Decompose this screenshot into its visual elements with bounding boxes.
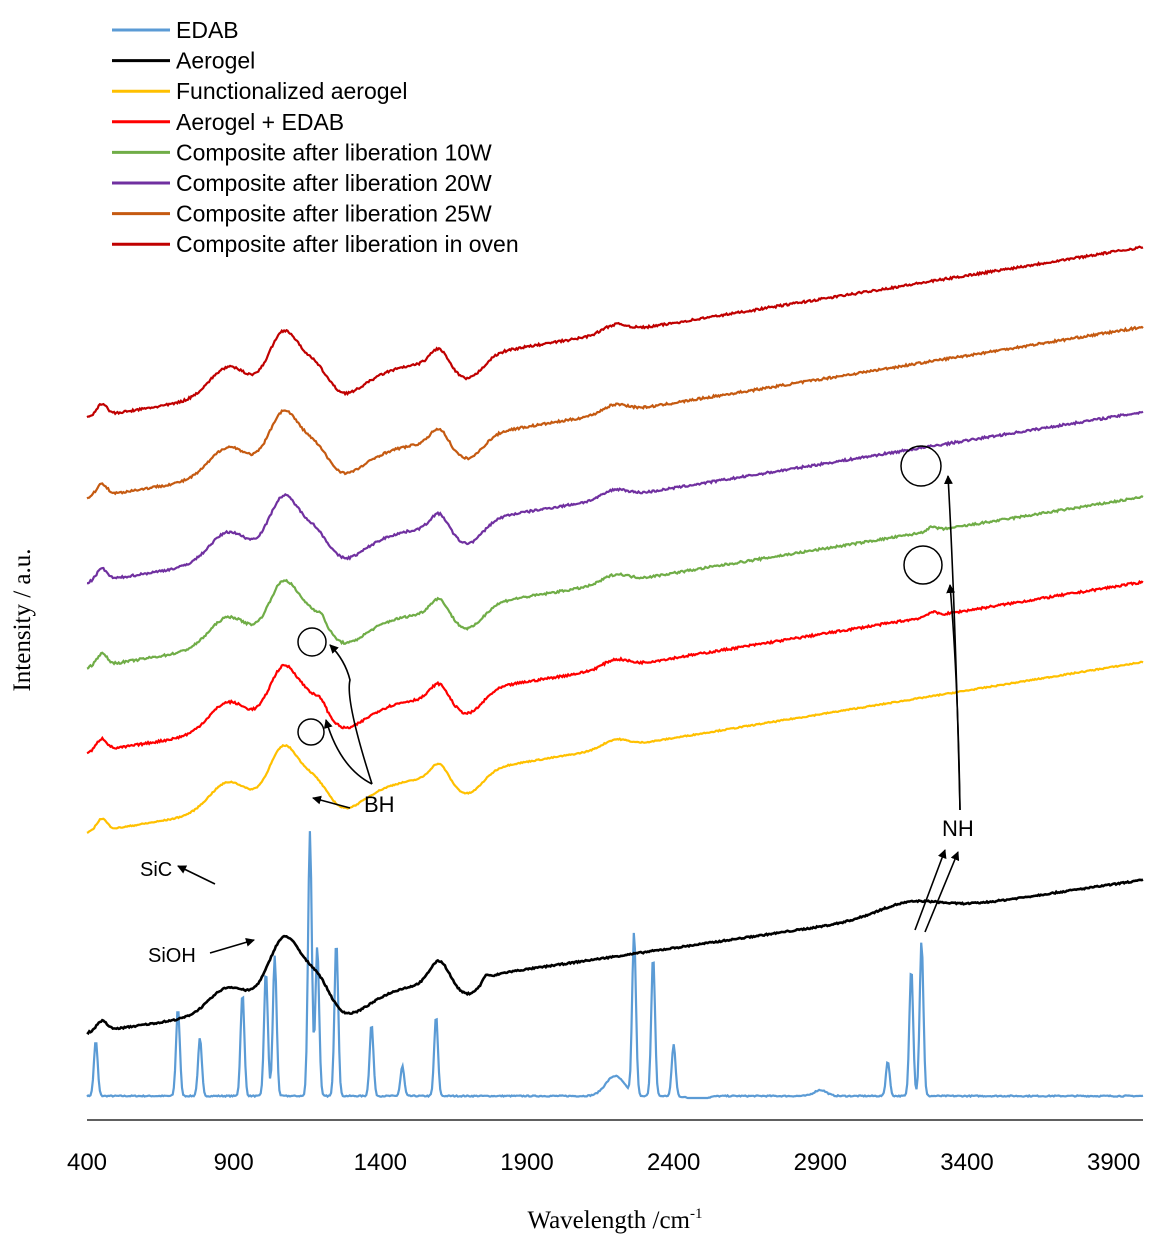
x-axis: 400 900 1400 1900 2400 2900 3400 3900: [67, 1119, 1143, 1176]
annotation-arrow: [329, 644, 373, 785]
annotation-label: SiOH: [148, 945, 196, 967]
annotation-arrow: [209, 937, 255, 954]
x-axis-label: Wavelength /cm-1: [527, 1206, 702, 1234]
legend-label: Functionalized aerogel: [176, 78, 407, 104]
y-axis-label: Intensity / a.u.: [9, 548, 36, 691]
x-tick-label: 1400: [354, 1149, 407, 1176]
legend-label: Aerogel + EDAB: [176, 109, 344, 135]
annotation-circle: [903, 545, 943, 585]
legend-label: Composite after liberation in oven: [176, 231, 519, 257]
series-line: [86, 579, 1144, 755]
legend-label: Aerogel: [176, 48, 255, 74]
annotation-arrow: [946, 584, 961, 811]
x-tick-label: 3900: [1087, 1149, 1140, 1176]
series-line: [86, 660, 1144, 834]
annotation-circle: [900, 445, 942, 487]
legend-label: Composite after liberation 10W: [176, 139, 492, 165]
x-tick-label: 1900: [500, 1149, 553, 1176]
legend-label: Composite after liberation 25W: [176, 201, 492, 227]
annotation-label: BH: [364, 792, 395, 817]
annotation-label: NH: [942, 816, 974, 841]
series-line: [86, 325, 1144, 500]
annotation-arrow: [177, 865, 216, 885]
x-tick-label: 3400: [940, 1149, 993, 1176]
series-line: [86, 831, 1144, 1100]
x-tick-label: 400: [67, 1149, 107, 1176]
annotation-arrow: [312, 795, 351, 809]
x-tick-label: 900: [214, 1149, 254, 1176]
annotation-arrow: [323, 719, 373, 785]
series-line: [86, 878, 1144, 1036]
plot-area: [86, 245, 1144, 1100]
annotation-circle: [297, 627, 327, 657]
annotation-arrow: [924, 851, 960, 933]
annotation-arrow: [914, 849, 947, 931]
annotation-layer: BH NH SiC SiOH: [140, 445, 974, 967]
legend-label: EDAB: [176, 17, 239, 43]
x-tick-label: 2400: [647, 1149, 700, 1176]
legend-label: Composite after liberation 20W: [176, 170, 492, 196]
series-line: [86, 410, 1144, 585]
x-tick-label: 2900: [794, 1149, 847, 1176]
annotation-label: SiC: [140, 859, 172, 881]
legend: EDAB Aerogel Functionalized aerogel Aerogel…: [112, 17, 519, 257]
annotation-circle: [297, 718, 325, 746]
series-line: [86, 495, 1144, 670]
series-line: [86, 245, 1144, 419]
